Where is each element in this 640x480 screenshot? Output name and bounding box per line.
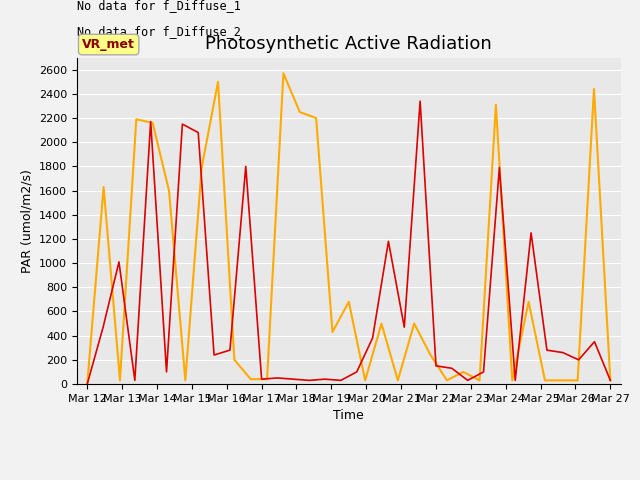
Y-axis label: PAR (umol/m2/s): PAR (umol/m2/s) <box>20 169 33 273</box>
Text: VR_met: VR_met <box>82 38 135 51</box>
Text: No data for f_Diffuse_1: No data for f_Diffuse_1 <box>77 0 241 12</box>
X-axis label: Time: Time <box>333 409 364 422</box>
Legend: PAR in, PAR out: PAR in, PAR out <box>238 476 460 480</box>
Title: Photosynthetic Active Radiation: Photosynthetic Active Radiation <box>205 35 492 53</box>
Text: No data for f_Diffuse_2: No data for f_Diffuse_2 <box>77 25 241 38</box>
